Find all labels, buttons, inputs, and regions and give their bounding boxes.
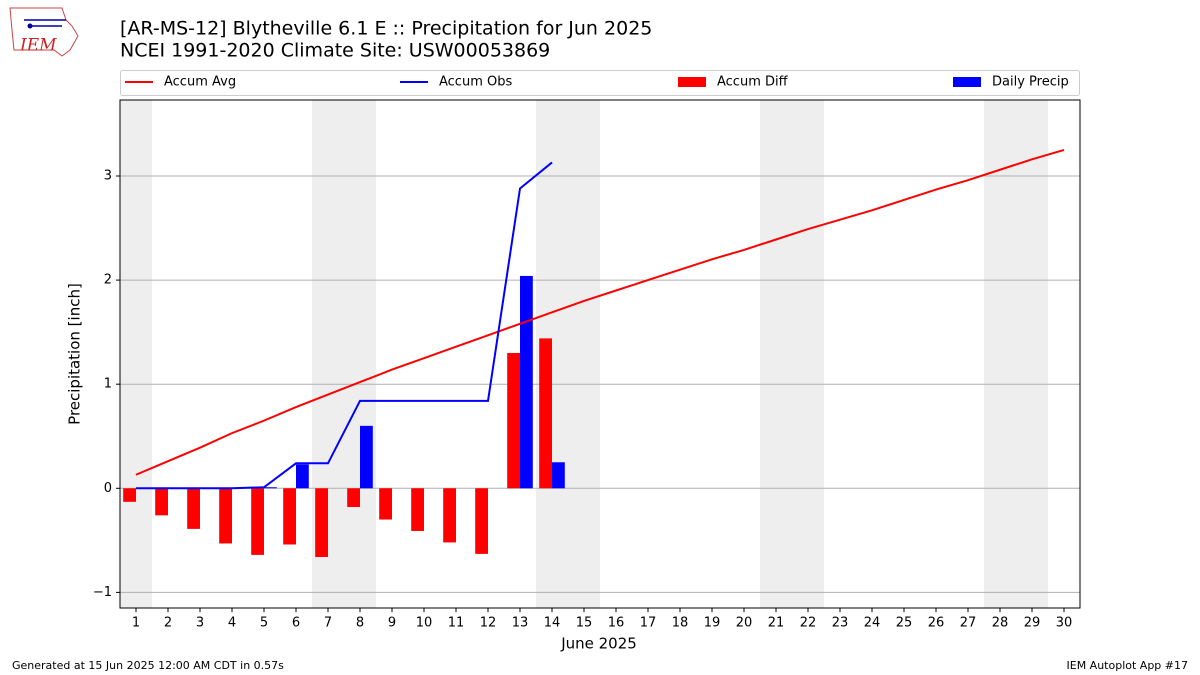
weekend-shade — [792, 100, 824, 608]
weekend-shade — [1016, 100, 1048, 608]
bar — [187, 488, 200, 529]
x-tick-label: 19 — [704, 616, 721, 631]
bar — [283, 488, 296, 545]
legend-label: Accum Avg — [164, 75, 236, 90]
bar — [411, 488, 424, 531]
x-tick-label: 13 — [512, 616, 529, 631]
bar — [347, 488, 360, 508]
legend-label: Accum Obs — [439, 75, 512, 90]
x-tick-label: 4 — [228, 616, 236, 631]
x-tick-label: 25 — [896, 616, 913, 631]
x-tick-label: 18 — [672, 616, 689, 631]
weekend-shade — [984, 100, 1016, 608]
bar — [219, 488, 232, 544]
x-tick-label: 14 — [544, 616, 561, 631]
y-tick-label: 2 — [104, 273, 112, 288]
x-axis-label: June 2025 — [560, 635, 637, 653]
y-axis-label: Precipitation [inch] — [66, 283, 84, 425]
bar — [155, 488, 168, 516]
chart-title: [AR-MS-12] Blytheville 6.1 E :: Precipit… — [120, 18, 652, 40]
x-tick-label: 21 — [768, 616, 785, 631]
x-tick-label: 3 — [196, 616, 204, 631]
weekend-shade — [120, 100, 152, 608]
x-tick-label: 9 — [388, 616, 396, 631]
bar — [552, 462, 565, 489]
footer-left: Generated at 15 Jun 2025 12:00 AM CDT in… — [12, 659, 284, 672]
y-tick-label: 1 — [104, 377, 112, 392]
bar — [360, 425, 373, 489]
bar — [443, 488, 456, 543]
bar — [507, 352, 520, 489]
bar — [251, 488, 264, 555]
weekend-shade — [760, 100, 792, 608]
x-tick-label: 10 — [416, 616, 433, 631]
x-tick-label: 16 — [608, 616, 625, 631]
logo — [9, 7, 79, 57]
x-tick-label: 15 — [576, 616, 593, 631]
footer-right: IEM Autoplot App #17 — [1067, 659, 1189, 672]
x-tick-label: 8 — [356, 616, 364, 631]
x-tick-label: 7 — [324, 616, 332, 631]
x-tick-label: 17 — [640, 616, 657, 631]
legend-box — [120, 70, 1080, 96]
bar — [123, 488, 136, 502]
weekend-shade — [344, 100, 376, 608]
logo-text: IEM — [19, 36, 57, 56]
bar — [296, 464, 309, 489]
y-tick-label: −1 — [93, 585, 112, 600]
x-tick-label: 27 — [960, 616, 977, 631]
x-tick-label: 12 — [480, 616, 497, 631]
legend-marker — [678, 77, 706, 87]
legend-label: Accum Diff — [717, 75, 789, 90]
line — [135, 149, 1065, 476]
bar — [539, 338, 552, 489]
x-tick-label: 30 — [1056, 616, 1073, 631]
legend-label: Daily Precip — [992, 75, 1069, 90]
plot-frame — [119, 99, 1081, 609]
x-tick-label: 29 — [1024, 616, 1041, 631]
chart-subtitle: NCEI 1991-2020 Climate Site: USW00053869 — [120, 40, 550, 62]
x-tick-label: 26 — [928, 616, 945, 631]
legend-marker — [953, 77, 981, 87]
x-tick-label: 24 — [864, 616, 881, 631]
bar — [379, 488, 392, 520]
x-tick-label: 5 — [260, 616, 268, 631]
bar — [475, 488, 488, 554]
x-tick-label: 1 — [132, 616, 140, 631]
x-tick-label: 22 — [800, 616, 817, 631]
x-tick-label: 28 — [992, 616, 1009, 631]
x-tick-label: 23 — [832, 616, 849, 631]
weekend-shade — [568, 100, 600, 608]
x-tick-label: 6 — [292, 616, 300, 631]
x-tick-label: 20 — [736, 616, 753, 631]
line — [136, 161, 553, 490]
y-tick-label: 3 — [104, 168, 112, 183]
bar — [315, 488, 328, 557]
y-tick-label: 0 — [104, 481, 112, 496]
bar — [264, 487, 277, 489]
x-tick-label: 11 — [448, 616, 465, 631]
bar — [520, 275, 533, 489]
x-tick-label: 2 — [164, 616, 172, 631]
